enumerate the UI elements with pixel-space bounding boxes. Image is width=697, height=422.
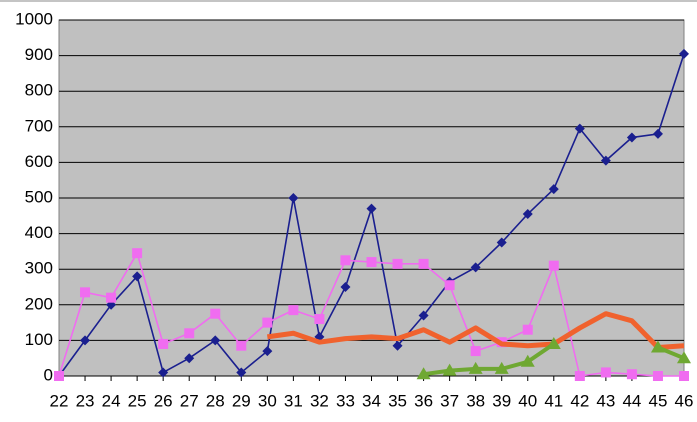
y-tick-label: 800	[25, 81, 53, 100]
point	[600, 367, 611, 378]
point	[184, 353, 195, 364]
point	[496, 237, 507, 248]
point	[626, 132, 637, 143]
x-tick-label: 31	[284, 391, 303, 410]
x-tick-label: 26	[154, 391, 173, 410]
x-tick-label: 22	[50, 391, 69, 410]
point	[236, 367, 247, 378]
y-tick-label: 200	[25, 294, 53, 313]
point	[442, 363, 457, 376]
y-tick-label: 0	[44, 365, 53, 384]
x-tick-label: 34	[362, 391, 381, 410]
y-tick-label: 600	[25, 152, 53, 171]
x-tick-label: 38	[466, 391, 485, 410]
point	[522, 324, 533, 335]
point	[520, 354, 535, 367]
point	[522, 209, 533, 220]
x-tick-label: 25	[128, 391, 147, 410]
point	[574, 371, 585, 381]
point	[677, 351, 691, 364]
point	[418, 310, 429, 321]
x-tick-label: 37	[440, 391, 459, 410]
point	[679, 371, 689, 381]
x-tick-label: 41	[544, 391, 563, 410]
point	[132, 248, 143, 259]
x-tick-label: 29	[232, 391, 251, 410]
x-tick-label: 32	[310, 391, 329, 410]
point	[626, 369, 637, 380]
x-tick-label: 35	[388, 391, 407, 410]
point	[548, 184, 559, 195]
point	[132, 271, 143, 282]
x-tick-label: 40	[518, 391, 537, 410]
x-tick-label: 42	[570, 391, 589, 410]
point	[418, 258, 429, 269]
point	[546, 336, 561, 349]
point	[80, 335, 91, 346]
point	[652, 128, 663, 139]
point	[416, 367, 431, 380]
y-tick-label: 500	[25, 187, 53, 206]
point	[54, 371, 64, 381]
point	[600, 155, 611, 166]
x-tick-label: 27	[180, 391, 199, 410]
y-tick-label: 100	[25, 330, 53, 349]
point	[184, 328, 195, 339]
x-tick-label: 33	[336, 391, 355, 410]
point	[574, 123, 585, 134]
point	[288, 193, 299, 203]
point	[236, 340, 247, 351]
point	[548, 260, 559, 271]
x-tick-label: 45	[648, 391, 667, 410]
point	[470, 262, 481, 273]
x-tick-label: 30	[258, 391, 277, 410]
point	[158, 367, 169, 378]
point	[650, 340, 665, 353]
x-tick-label: 23	[76, 391, 95, 410]
point	[468, 361, 483, 374]
y-tick-label: 1000	[15, 9, 53, 28]
point	[340, 255, 351, 266]
y-tick-label: 900	[25, 45, 53, 64]
point	[392, 340, 403, 351]
point	[262, 317, 273, 328]
x-tick-label: 46	[675, 391, 694, 410]
point	[392, 258, 403, 269]
y-tick-label: 400	[25, 223, 53, 242]
point	[210, 308, 221, 319]
point	[340, 282, 351, 292]
point	[470, 346, 481, 357]
point	[210, 335, 221, 346]
y-tick-label: 300	[25, 259, 53, 278]
x-tick-label: 24	[102, 391, 121, 410]
point	[366, 257, 377, 268]
point	[652, 371, 663, 381]
point	[80, 287, 91, 298]
point	[366, 203, 377, 214]
x-tick-label: 44	[622, 391, 641, 410]
point	[679, 48, 689, 59]
x-tick-label: 43	[596, 391, 615, 410]
x-tick-label: 36	[414, 391, 433, 410]
point	[314, 314, 325, 325]
point	[262, 346, 273, 357]
x-tick-label: 39	[492, 391, 511, 410]
point	[494, 361, 509, 374]
y-tick-label: 700	[25, 116, 53, 135]
point	[158, 338, 169, 349]
point	[444, 280, 455, 291]
point	[106, 292, 117, 303]
point	[288, 305, 299, 316]
series-line	[266, 311, 685, 351]
x-tick-label: 28	[206, 391, 225, 410]
